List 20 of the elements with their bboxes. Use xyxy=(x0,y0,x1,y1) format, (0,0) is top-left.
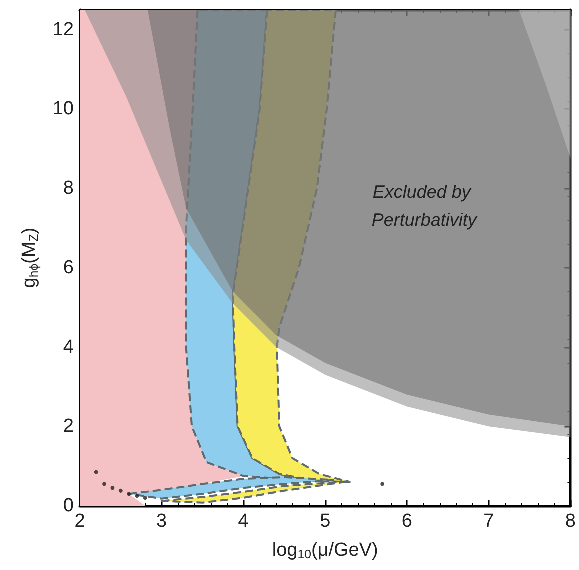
point xyxy=(94,470,98,474)
y-axis-title: ghϕ(MZ) xyxy=(19,228,41,288)
y-tick-label: 12 xyxy=(52,19,74,40)
x-tick-label: 3 xyxy=(156,511,168,532)
y-tick-label: 8 xyxy=(63,178,74,200)
y-tick-label: 4 xyxy=(63,336,74,358)
point xyxy=(380,482,385,486)
y-tick-label: 2 xyxy=(63,416,74,438)
point xyxy=(110,486,115,490)
y-tick-label: 10 xyxy=(52,98,74,120)
y-tick-label: 0 xyxy=(63,496,74,516)
y-tick-label: 6 xyxy=(63,257,74,278)
x-tick-label: 7 xyxy=(484,511,494,532)
x-tick-label: 5 xyxy=(320,511,331,532)
x-tick-label: 6 xyxy=(402,511,412,532)
point xyxy=(102,482,107,486)
x-tick-label: 4 xyxy=(238,511,250,532)
x-tick-label: 8 xyxy=(565,511,576,532)
annotation: Excluded by Perturbativity xyxy=(372,182,478,230)
point xyxy=(118,488,123,493)
